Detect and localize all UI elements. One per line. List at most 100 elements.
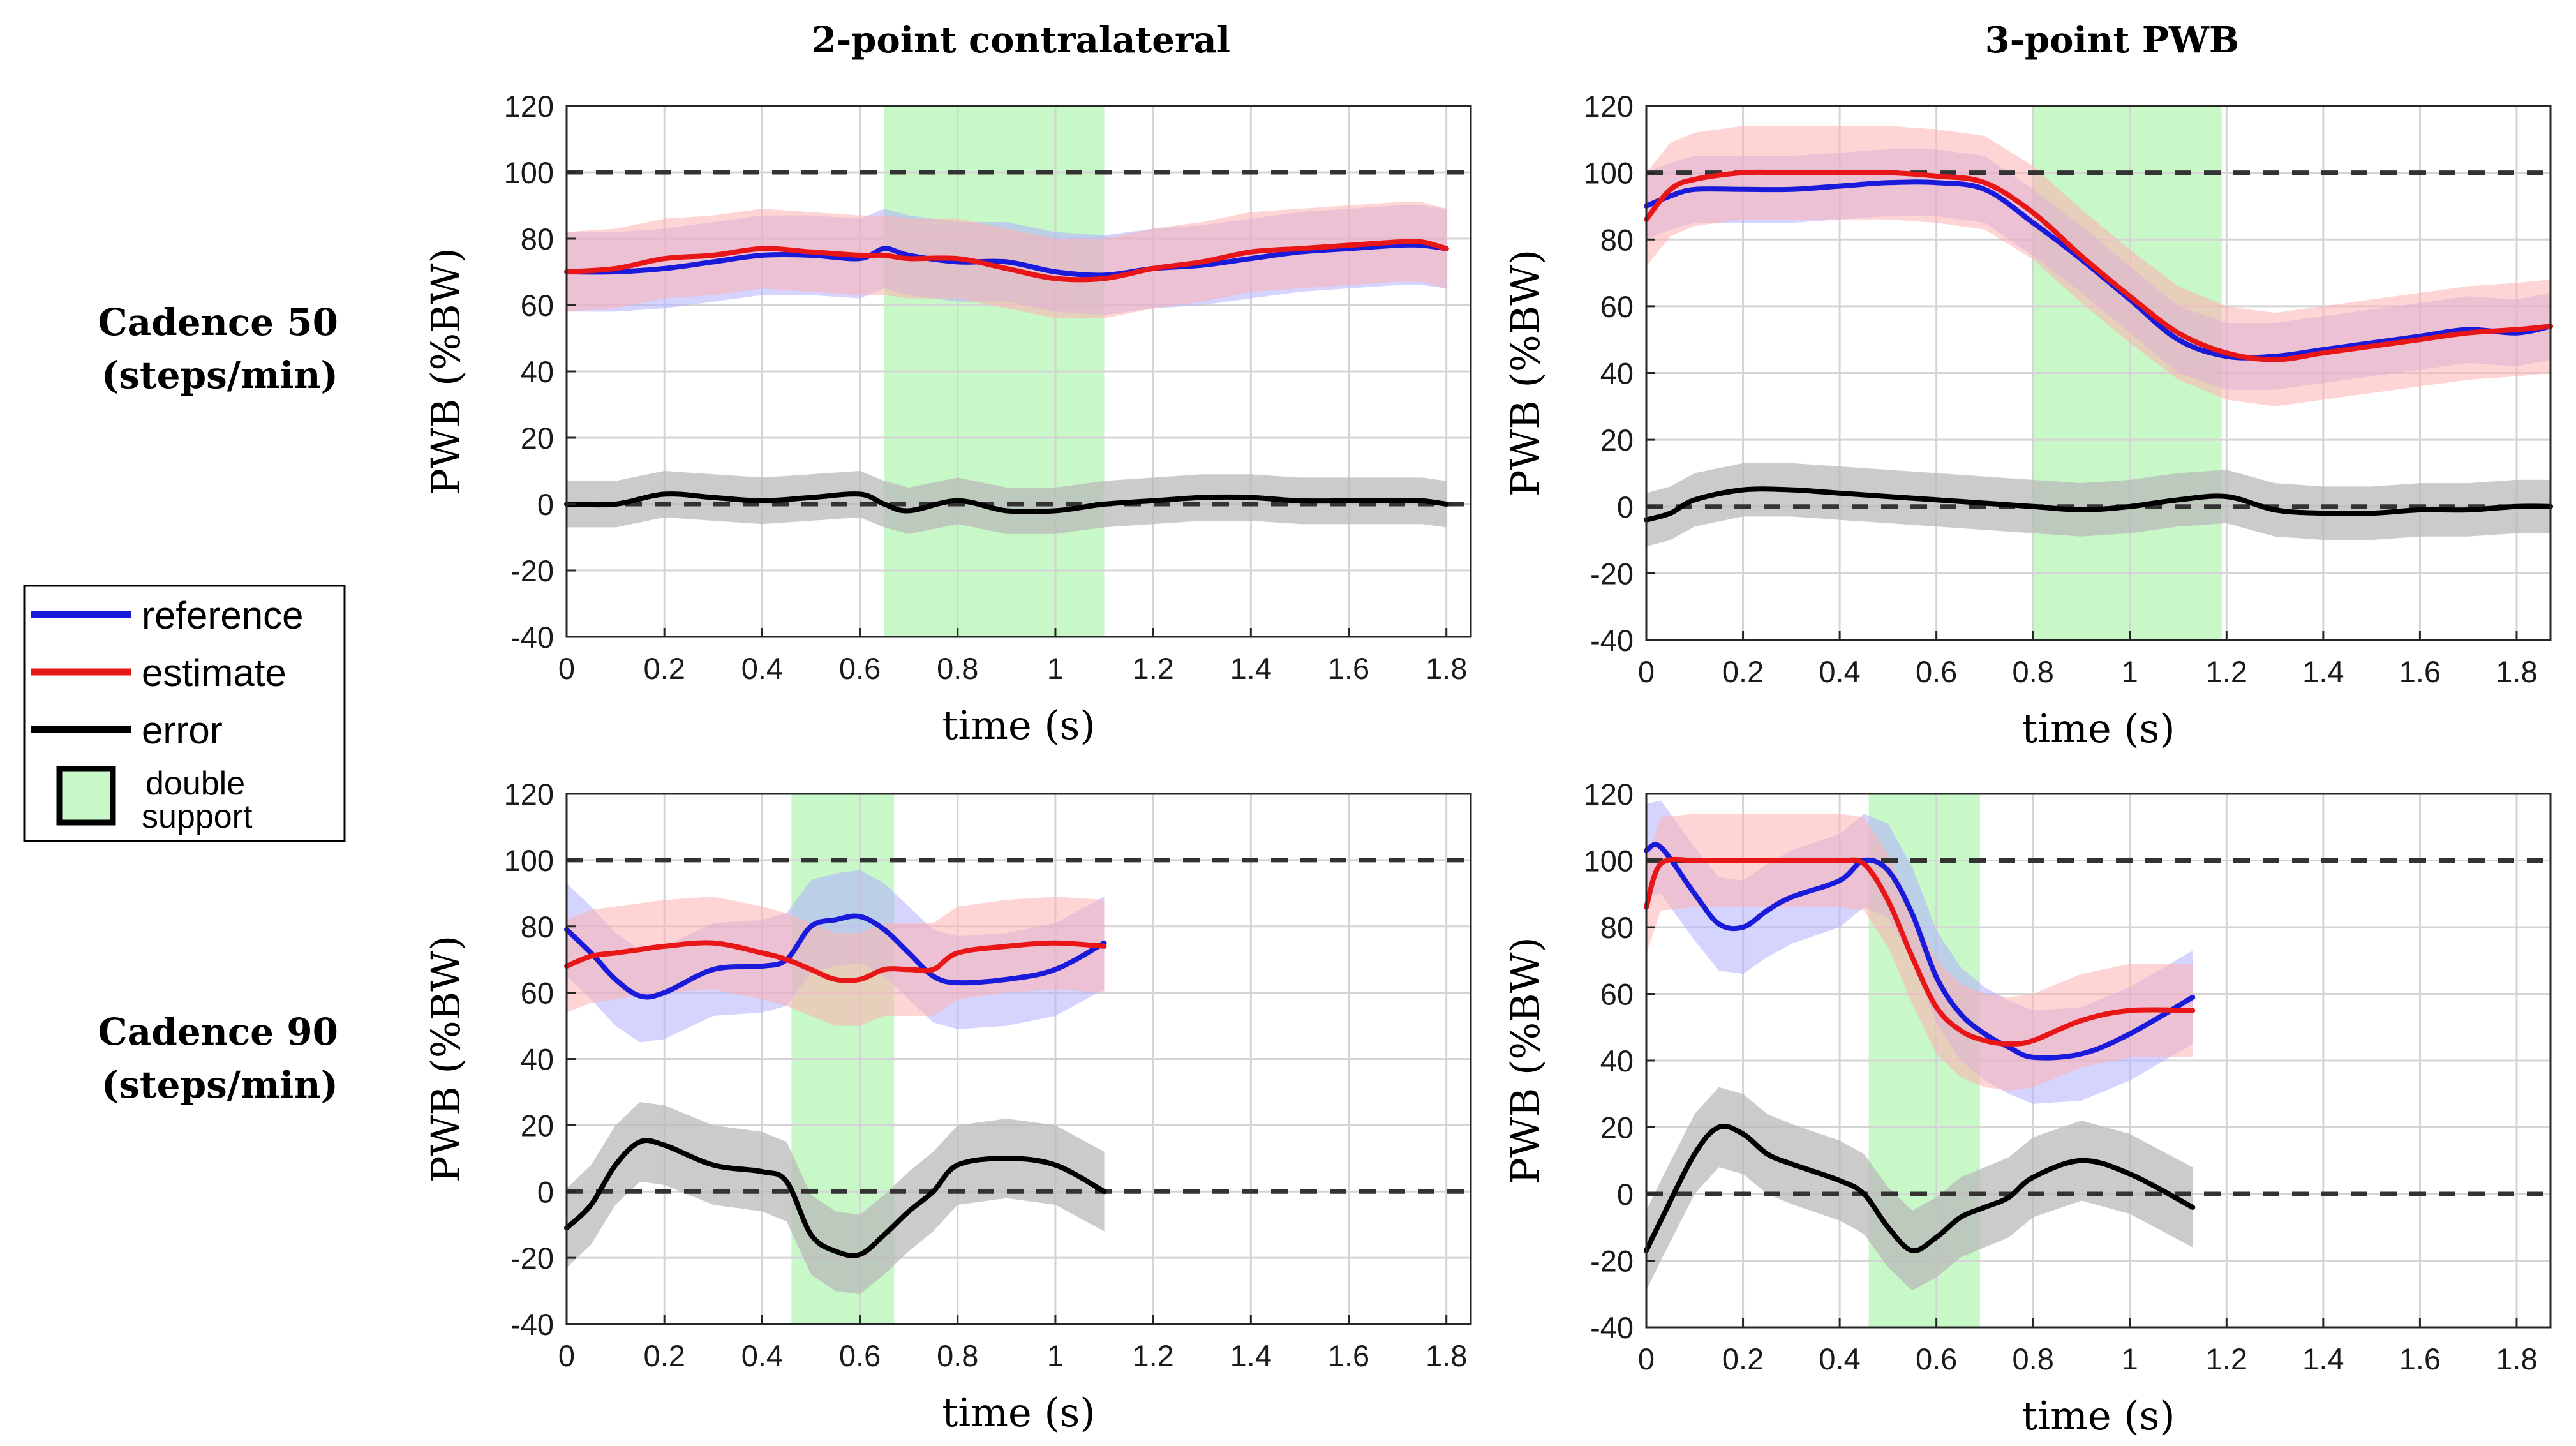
- x-tick-label: 0.2: [1722, 1342, 1764, 1376]
- x-tick-label: 0.8: [937, 1339, 978, 1373]
- legend-label-estimate: estimate: [142, 652, 287, 694]
- legend-label-error: error: [142, 709, 223, 752]
- band-estimate-3: [1646, 814, 2193, 1091]
- series-line-error-3: [1644, 1123, 2196, 1254]
- row-title-cadence90: Cadence 90: [98, 1010, 339, 1054]
- y-tick-label: 100: [504, 844, 554, 877]
- legend-label-double-support-1: double: [145, 765, 245, 802]
- x-tick-label: 0: [1638, 655, 1655, 689]
- x-tick-label: 0.2: [644, 1339, 685, 1373]
- x-tick-label: 0.4: [1819, 655, 1860, 689]
- y-tick-label: 0: [1617, 490, 1634, 524]
- y-tick-label: -20: [1590, 1244, 1634, 1278]
- row-title-cadence50: Cadence 50: [98, 301, 339, 344]
- x-tick-label: 1: [1047, 652, 1064, 685]
- x-tick-label: 0.4: [741, 652, 783, 685]
- y-tick-label: 60: [521, 288, 554, 322]
- y-tick-label: 80: [521, 222, 554, 256]
- y-tick-label: 40: [1600, 357, 1634, 391]
- x-tick-label: 0: [558, 1339, 575, 1373]
- column-title-2point: 2-point contralateral: [812, 19, 1230, 61]
- y-tick-label: -20: [510, 554, 554, 588]
- x-axis-label-0: time (s): [942, 702, 1095, 749]
- series-line-estimate-1: [1644, 169, 2553, 362]
- band-error-3: [1646, 1087, 2193, 1291]
- y-tick-label: 80: [521, 910, 554, 944]
- band-estimate-1: [1646, 126, 2550, 406]
- x-tick-label: 0.6: [839, 1339, 881, 1373]
- x-axis-label-3: time (s): [2021, 1392, 2175, 1439]
- series-line-estimate-2: [564, 940, 1107, 983]
- x-tick-label: 1.4: [2302, 1342, 2344, 1376]
- y-tick-label: 20: [521, 421, 554, 455]
- x-tick-label: 0.8: [2013, 1342, 2054, 1376]
- y-tick-label: 60: [1600, 290, 1634, 324]
- band-error-0: [567, 471, 1447, 534]
- y-tick-label: 80: [1600, 223, 1634, 257]
- series-line-reference-0: [564, 242, 1449, 278]
- row-title-cadence90-unit: (steps/min): [101, 1063, 338, 1107]
- y-axis-label-3: PWB (%BW): [1502, 937, 1549, 1184]
- row-title-cadence50-unit: (steps/min): [101, 354, 338, 397]
- x-tick-label: 1.6: [1328, 1339, 1369, 1373]
- y-tick-label: 80: [1600, 911, 1634, 944]
- x-tick-label: 1.2: [1132, 1339, 1173, 1373]
- y-tick-label: 20: [1600, 423, 1634, 457]
- x-tick-label: 1.6: [1328, 652, 1369, 685]
- y-axis-label-2: PWB (%BW): [422, 935, 469, 1182]
- panel-cadence50-3point: 0 0.2 0.4 0.6 0.8 1 1.2 1.4 1.6 1.8 -40 -20 0 20 40 60 8…: [1502, 89, 2553, 752]
- x-tick-label: 0.6: [839, 652, 881, 685]
- band-error-2: [567, 1102, 1105, 1295]
- panel-cadence90-2point: 0 0.2 0.4 0.6 0.8 1 1.2 1.4 1.6 1.8 -40 -20 0 20 40 60 8…: [422, 777, 1472, 1436]
- y-tick-label: 0: [537, 1175, 554, 1209]
- x-tick-label: 1.2: [2206, 1342, 2247, 1376]
- x-tick-label: 1.2: [1132, 652, 1173, 685]
- x-tick-label: 1.8: [1426, 652, 1467, 685]
- panel-cadence50-2point: 0 0.2 0.4 0.6 0.8 1 1.2 1.4 1.6 1.8 -40 -20 0 20 40 60 8…: [422, 89, 1472, 749]
- x-tick-label: 0.6: [1916, 655, 1957, 689]
- x-tick-label: 1.8: [2496, 655, 2537, 689]
- x-tick-label: 0.2: [644, 652, 685, 685]
- y-tick-label: 20: [521, 1108, 554, 1142]
- x-tick-label: 0.8: [937, 652, 978, 685]
- x-axis-label-1: time (s): [2021, 705, 2175, 752]
- y-tick-label: 120: [1584, 777, 1634, 811]
- legend-swatch-double-support: [56, 766, 116, 826]
- x-tick-label: 0.4: [741, 1339, 783, 1373]
- series-line-error-1: [1644, 486, 2553, 523]
- series-line-reference-3: [1644, 842, 2196, 1061]
- y-tick-label: 100: [1584, 844, 1634, 878]
- y-tick-label: 100: [1584, 156, 1634, 190]
- y-tick-label: 0: [537, 488, 554, 521]
- series-line-reference-2: [564, 913, 1107, 1000]
- x-tick-label: 0.2: [1722, 655, 1764, 689]
- series-line-estimate-0: [564, 239, 1449, 283]
- y-tick-label: 60: [521, 976, 554, 1010]
- y-tick-label: -20: [1590, 556, 1634, 590]
- y-tick-label: 40: [521, 1043, 554, 1077]
- y-tick-label: 40: [521, 355, 554, 389]
- x-tick-label: 1.8: [2496, 1342, 2537, 1376]
- x-tick-label: 1.6: [2399, 655, 2441, 689]
- x-tick-label: 0.4: [1819, 1342, 1860, 1376]
- x-axis-label-2: time (s): [942, 1389, 1095, 1436]
- y-tick-label: 20: [1600, 1111, 1634, 1145]
- y-tick-label: -20: [510, 1241, 554, 1275]
- x-tick-label: 1.4: [2302, 655, 2344, 689]
- y-tick-label: 120: [1584, 89, 1634, 123]
- x-tick-label: 1: [2122, 655, 2138, 689]
- y-tick-label: -40: [510, 620, 554, 654]
- band-estimate-2: [567, 897, 1105, 1026]
- legend: reference estimate error double support: [23, 585, 346, 842]
- y-tick-label: -40: [1590, 1311, 1634, 1345]
- y-tick-label: -40: [510, 1308, 554, 1341]
- legend-label-double-support-2: support: [142, 798, 253, 835]
- y-tick-label: 120: [504, 89, 554, 123]
- x-tick-label: 1.6: [2399, 1342, 2441, 1376]
- panel-cadence90-3point: 0 0.2 0.4 0.6 0.8 1 1.2 1.4 1.6 1.8 -40 -20 0 20 40 60 8…: [1502, 777, 2552, 1439]
- y-tick-label: 120: [504, 777, 554, 811]
- legend-label-reference: reference: [142, 594, 303, 637]
- y-tick-label: 40: [1600, 1044, 1634, 1078]
- x-tick-label: 1.4: [1230, 1339, 1272, 1373]
